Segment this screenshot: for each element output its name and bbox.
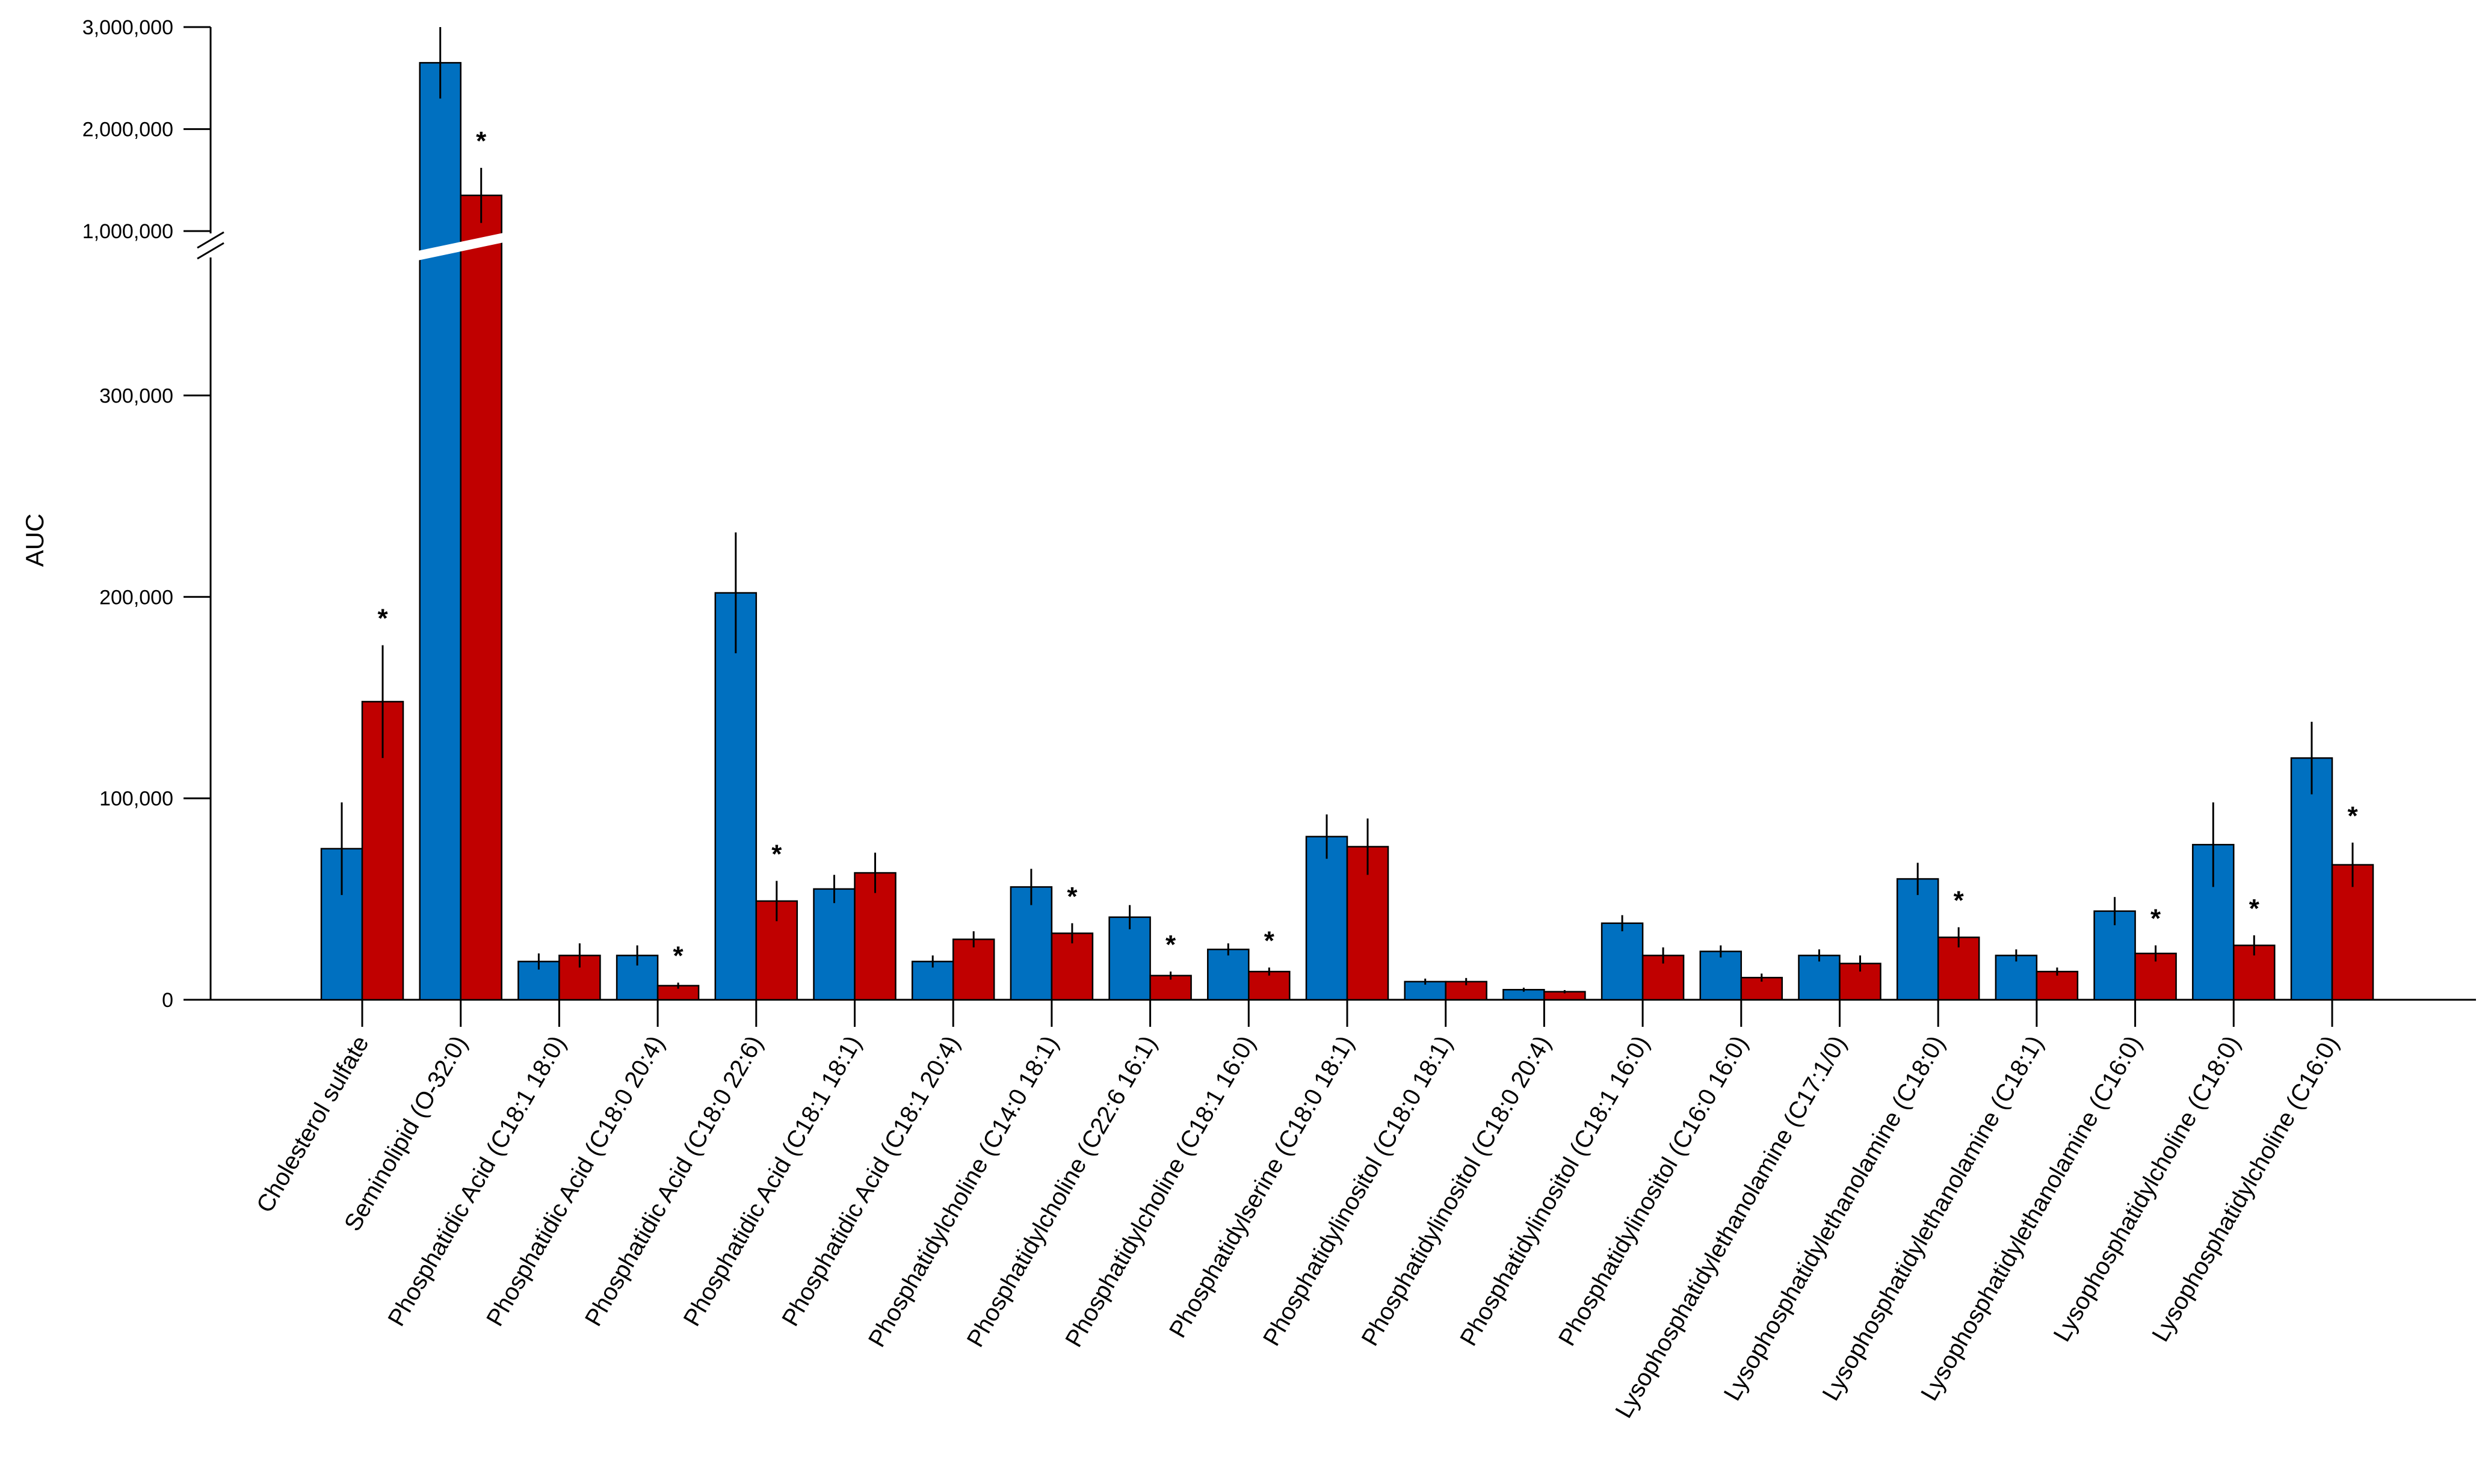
bar-break-band xyxy=(415,232,507,261)
bar-series-1 xyxy=(1699,950,1743,1001)
category-label: Phosphatidylinositol (C18:0 20:4) xyxy=(1357,1032,1557,1350)
y-tick-label: 3,000,000 xyxy=(82,16,173,39)
bar-series-1 xyxy=(1305,836,1348,1001)
significance-marker: * xyxy=(1264,926,1275,955)
axis-break-mark xyxy=(197,242,224,260)
category-label: Phosphatidic Acid (C18:1 20:4) xyxy=(777,1032,965,1331)
bar-series-2 xyxy=(1248,970,1291,1001)
significance-marker: * xyxy=(2249,894,2260,923)
category-label: Phosphatidylserine (C18:0 18:1) xyxy=(1164,1032,1359,1343)
bars-group xyxy=(320,27,2374,1001)
category-label: Phosphatidylcholine (C18:1 16:0) xyxy=(1060,1032,1261,1352)
bar-series-1 xyxy=(1108,916,1151,1001)
bar-series-1 xyxy=(1995,955,2038,1001)
category-label: Phosphatidic Acid (C18:0 20:4) xyxy=(481,1032,670,1331)
category-label: Lysophosphatidylethanolamine (C18:1) xyxy=(1817,1032,2048,1406)
significance-marker: * xyxy=(771,839,782,869)
category-label: Phosphatidylinositol (C18:1 16:0) xyxy=(1455,1032,1655,1350)
bar-series-1 xyxy=(1207,949,1250,1001)
significance-marker: * xyxy=(2347,801,2358,831)
category-label: Lysophosphatidylcholine (C18:0) xyxy=(2049,1032,2246,1346)
bar-series-2 xyxy=(1051,932,1094,1001)
bar-series-1 xyxy=(714,592,758,1001)
category-label: Phosphatidic Acid (C18:1 18:0) xyxy=(383,1032,571,1331)
category-label: Phosphatidic Acid (C18:0 22:6) xyxy=(580,1032,768,1331)
labels-group: *Cholesterol sulfate*Seminolipid (O-32:0… xyxy=(252,126,2358,1423)
bar-series-1 xyxy=(813,888,856,1001)
y-axis-title: AUC xyxy=(20,514,49,567)
significance-marker: * xyxy=(2150,904,2161,934)
category-label: Lysophosphatidylethanolamine (C18:0) xyxy=(1719,1032,1950,1406)
bar-series-2 xyxy=(854,872,897,1001)
significance-marker: * xyxy=(1067,882,1078,911)
category-label: Lysophosphatidylethanolamine (C16:0) xyxy=(1916,1032,2147,1406)
y-tick-label: 2,000,000 xyxy=(82,119,173,141)
y-tick-label: 0 xyxy=(162,989,173,1012)
category-label: Lysophosphatidylcholine (C16:0) xyxy=(2147,1032,2344,1346)
y-tick-label: 100,000 xyxy=(99,787,173,810)
significance-marker: * xyxy=(377,604,388,633)
significance-marker: * xyxy=(476,126,487,156)
significance-marker: * xyxy=(673,941,684,971)
axis-break-mark xyxy=(197,231,224,249)
significance-marker: * xyxy=(1954,885,1965,915)
bar-series-1 xyxy=(1798,955,1841,1001)
bar-series-1 xyxy=(1896,878,1939,1001)
category-label: Phosphatidylcholine (C22:6 16:1) xyxy=(962,1032,1162,1352)
category-label: Phosphatidylinositol (C18:0 18:1) xyxy=(1258,1032,1458,1350)
category-label: Phosphatidylinositol (C16:0 16:0) xyxy=(1554,1032,1753,1350)
category-label: Cholesterol sulfate xyxy=(252,1032,374,1218)
category-label: Phosphatidic Acid (C18:1 18:1) xyxy=(679,1032,867,1331)
bar-series-1 xyxy=(1601,922,1644,1001)
y-tick-label: 300,000 xyxy=(99,384,173,407)
y-tick-label: 1,000,000 xyxy=(82,220,173,243)
bar-series-2 xyxy=(460,194,502,1001)
category-label: Phosphatidylcholine (C14:0 18:1) xyxy=(863,1032,1064,1352)
significance-marker: * xyxy=(1165,930,1176,959)
bar-series-2 xyxy=(952,938,995,1001)
bar-series-2 xyxy=(2036,970,2079,1001)
bar-series-1 xyxy=(419,62,461,1001)
bar-series-2 xyxy=(2331,864,2374,1001)
y-tick-label: 200,000 xyxy=(99,586,173,609)
